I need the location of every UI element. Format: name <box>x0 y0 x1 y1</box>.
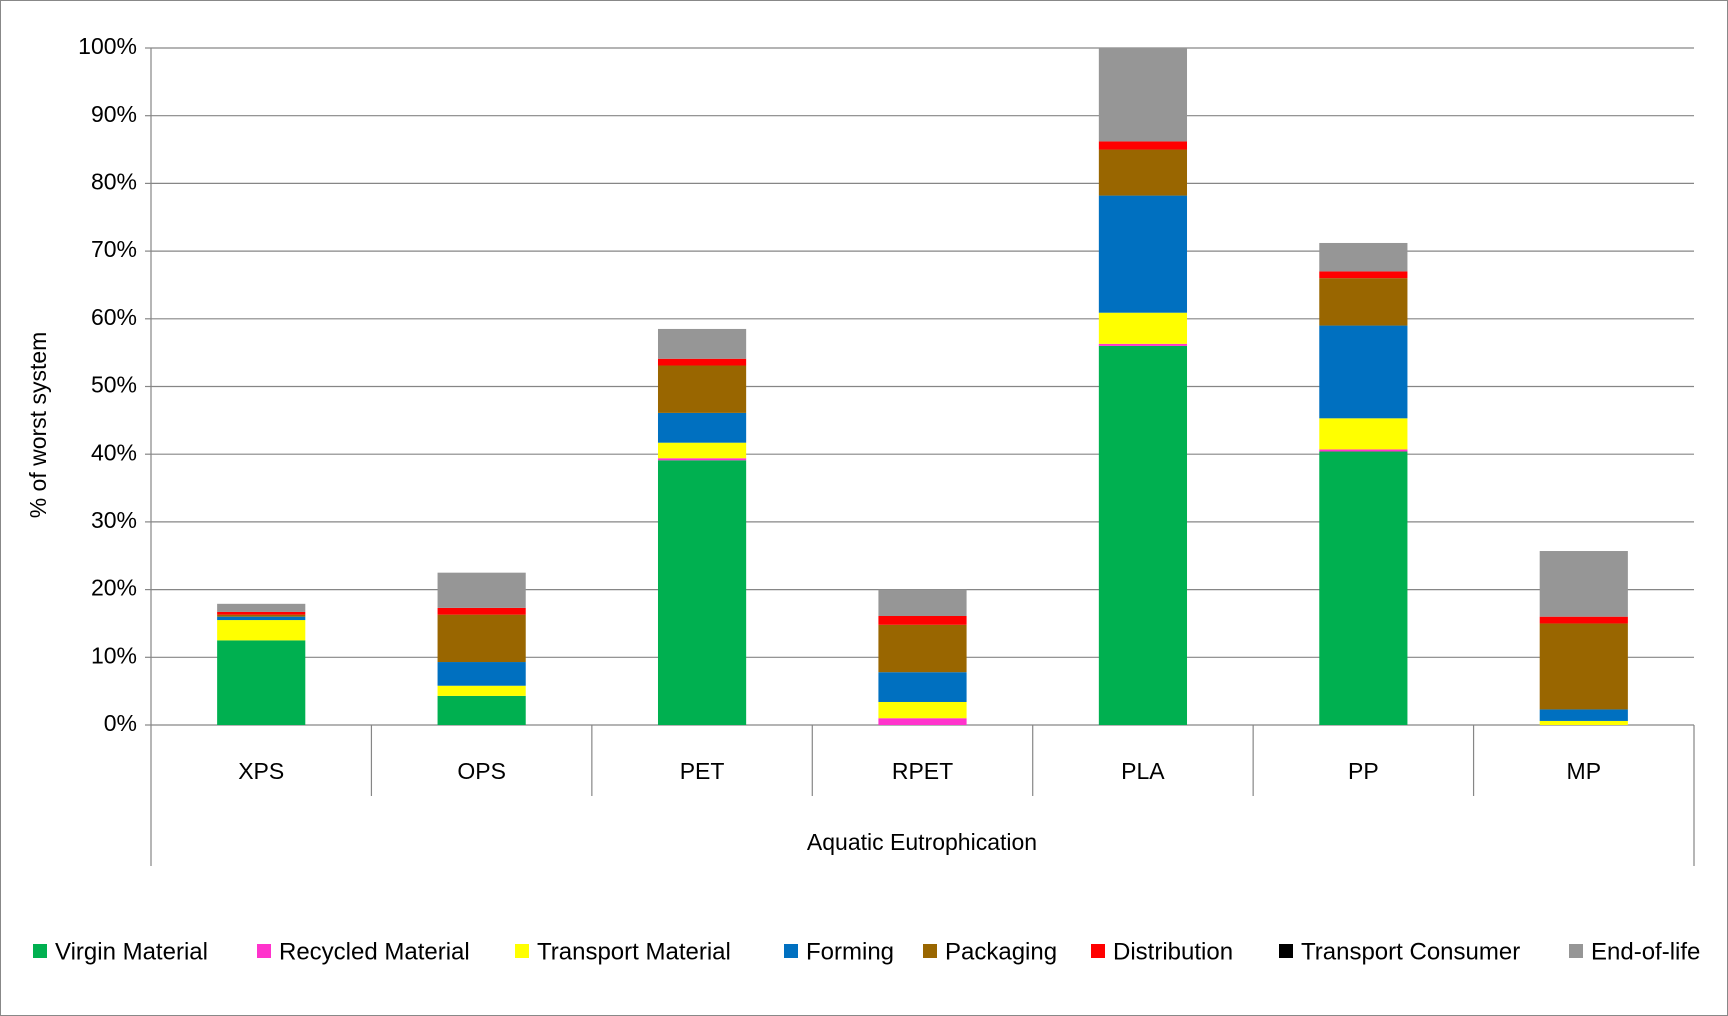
y-tick-label: 80% <box>91 168 137 194</box>
bar-segment <box>1319 278 1408 326</box>
bar-segment <box>217 620 306 641</box>
bar-segment <box>657 412 747 443</box>
x-tick-label: XPS <box>238 758 284 784</box>
bar-segment <box>437 607 526 615</box>
bar-segment <box>878 589 967 617</box>
y-tick-label: 30% <box>91 507 137 533</box>
bar-segment <box>878 616 967 625</box>
bar-segment <box>657 328 747 359</box>
y-tick-label: 0% <box>104 710 137 736</box>
bar-segment <box>657 458 747 461</box>
bar-segment <box>1319 271 1408 279</box>
bar-segment <box>1098 195 1188 313</box>
legend-label: Packaging <box>945 938 1057 965</box>
legend-swatch <box>1279 944 1293 958</box>
bar-segment <box>1319 418 1408 450</box>
bar-segment <box>657 460 747 725</box>
bar-segment <box>1319 242 1408 272</box>
bar-segment <box>437 572 526 608</box>
x-tick-label: MP <box>1567 758 1602 784</box>
bar-segment <box>878 718 967 725</box>
bar-segment <box>1539 551 1628 617</box>
bar-segment <box>217 614 306 617</box>
bar-segment <box>878 672 967 702</box>
bar-segment <box>657 365 747 413</box>
bar-segment <box>437 614 526 663</box>
bar-segment <box>217 603 306 612</box>
legend-swatch <box>1091 944 1105 958</box>
x-tick-label: PLA <box>1121 758 1165 784</box>
bar-segment <box>1098 345 1188 725</box>
legend-label: Recycled Material <box>279 938 470 965</box>
legend-label: Transport Consumer <box>1301 938 1520 965</box>
x-axis-label: Aquatic Eutrophication <box>807 829 1037 855</box>
bar-segment <box>657 358 747 366</box>
bar-segment <box>437 685 526 696</box>
y-tick-label: 70% <box>91 236 137 262</box>
bar-segment <box>1098 149 1188 196</box>
bar-segment <box>1319 449 1408 452</box>
bar-segment <box>437 662 526 686</box>
legend-swatch <box>257 944 271 958</box>
bar-segment <box>437 695 526 725</box>
legend-label: End-of-life <box>1591 938 1700 965</box>
legend-swatch <box>515 944 529 958</box>
y-tick-label: 90% <box>91 101 137 127</box>
y-tick-label: 40% <box>91 439 137 465</box>
bar-segment <box>1098 312 1188 344</box>
x-tick-label: PP <box>1348 758 1379 784</box>
bar-segment <box>1539 623 1628 710</box>
bar-segment <box>1319 451 1408 725</box>
legend-swatch <box>923 944 937 958</box>
legend-label: Transport Material <box>537 938 731 965</box>
legend-swatch <box>1569 944 1583 958</box>
bar-segment <box>1098 48 1188 142</box>
bar-segment <box>1319 325 1408 419</box>
legend-swatch <box>784 944 798 958</box>
x-tick-label: RPET <box>892 758 953 784</box>
bar-segment <box>217 616 306 621</box>
legend-label: Forming <box>806 938 894 965</box>
y-tick-label: 60% <box>91 304 137 330</box>
y-axis-label: % of worst system <box>25 332 51 519</box>
x-tick-label: OPS <box>457 758 506 784</box>
y-tick-label: 20% <box>91 575 137 601</box>
legend-label: Distribution <box>1113 938 1233 965</box>
y-tick-label: 50% <box>91 372 137 398</box>
legend-swatch <box>33 944 47 958</box>
bar-segment <box>878 701 967 719</box>
y-tick-label: 100% <box>78 33 137 59</box>
bar-segment <box>1539 616 1628 624</box>
bar-segment <box>1098 141 1188 150</box>
bar-segment <box>1539 709 1628 721</box>
bar-segment <box>657 442 747 459</box>
legend-label: Virgin Material <box>55 938 208 965</box>
bar-segment <box>217 611 306 615</box>
bar-segment <box>217 640 306 725</box>
bar-segment <box>1539 720 1628 725</box>
y-tick-label: 10% <box>91 642 137 668</box>
bar-segment <box>878 624 967 673</box>
x-tick-label: PET <box>680 758 725 784</box>
bar-segment <box>1098 343 1188 346</box>
